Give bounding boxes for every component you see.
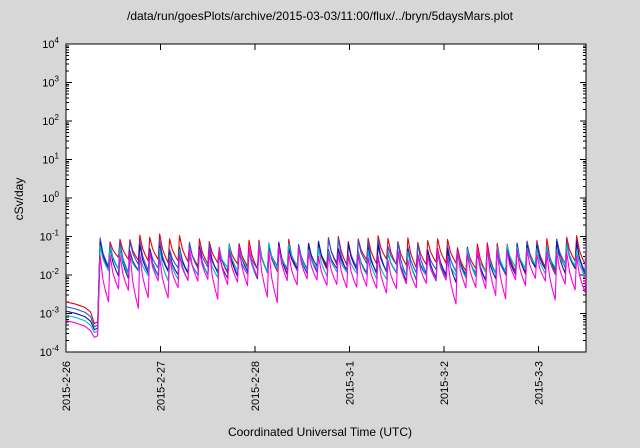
y-tick-label: 100 xyxy=(42,190,59,205)
y-axis-label: cSv/day xyxy=(12,177,26,221)
chart-title: /data/run/goesPlots/archive/2015-03-03/1… xyxy=(127,9,513,23)
y-tick-label: 102 xyxy=(42,113,59,128)
x-tick-label: 2015-3-1 xyxy=(345,361,357,405)
y-tick-label: 10-2 xyxy=(40,267,60,282)
y-tick-label: 10-4 xyxy=(40,344,60,359)
x-tick-label: 2015-2-27 xyxy=(156,361,168,411)
x-tick-label: 2015-3-3 xyxy=(534,361,546,405)
x-tick-label: 2015-2-28 xyxy=(250,361,262,411)
x-tick-label: 2015-3-2 xyxy=(439,361,451,405)
y-tick-label: 10-1 xyxy=(40,229,60,244)
y-tick-label: 10-3 xyxy=(40,306,60,321)
x-axis-label: Coordinated Universal Time (UTC) xyxy=(227,425,413,439)
y-tick-label: 101 xyxy=(42,152,59,167)
series-magenta xyxy=(66,245,586,338)
plot-border xyxy=(65,43,587,353)
x-tick-label: 2015-2-26 xyxy=(61,361,73,411)
y-tick-label: 103 xyxy=(42,75,59,90)
y-tick-label: 104 xyxy=(42,36,59,51)
series-navy xyxy=(66,240,586,331)
